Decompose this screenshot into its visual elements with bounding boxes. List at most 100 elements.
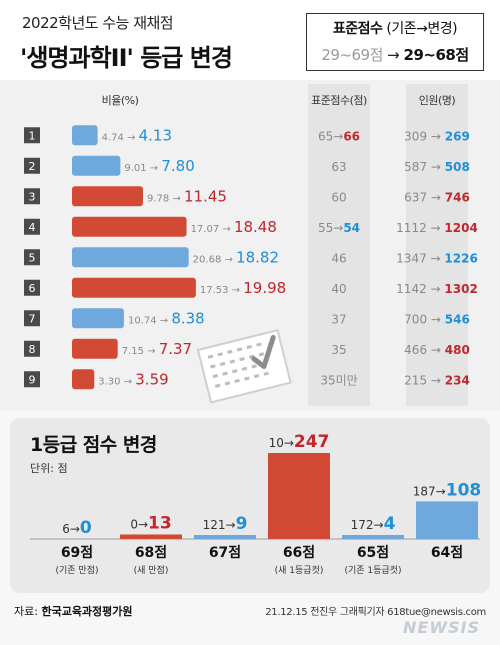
grade-number-box [24,218,40,235]
applicant-count: 587 → 508 [404,160,470,174]
ratio-label: 7.15 → 7.37 [122,340,192,358]
ratio-label: 17.53 → 19.98 [200,279,286,297]
grade-row-2: 2 9.01 → 7.80 63 587 → 508 [24,155,470,176]
score-category: 68점 [135,544,167,561]
grade-number-box [24,249,40,266]
ratio-label: 3.30 → 3.59 [98,370,168,388]
standard-score: 55→54 [318,221,360,235]
applicant-count: 466 → 480 [404,343,470,357]
score-column-5: 172→4 65점 (기존 1등급컷) [342,514,404,576]
applicant-count: 1347 → 1226 [396,251,478,265]
grade-row-9: 9 3.30 → 3.59 35미만 215 → 234 [24,369,470,390]
ratio-bar [72,125,98,146]
standard-score: 60 [331,190,346,204]
score-change-label: 121→9 [203,514,248,534]
grade-number: 5 [29,251,36,264]
standard-score: 40 [331,282,346,296]
standard-score-box-label: 표준점수 (기존→변경) [332,21,458,37]
grade-row-6: 6 17.53 → 19.98 40 1142 → 1302 [24,277,478,298]
grade-number-box [24,127,40,144]
answer-sheet-icon [196,328,292,404]
ratio-label: 9.01 → 7.80 [124,157,194,175]
applicant-count: 309 → 269 [404,129,470,143]
standard-score: 35 [331,343,346,357]
score-change-label: 187→108 [413,480,481,500]
ratio-label: 9.78 → 11.45 [147,187,227,205]
grade-row-4: 4 17.07 → 18.48 55→54 1112 → 1204 [24,216,478,237]
score-category: 69점 [61,544,93,561]
score-category: 65점 [357,544,389,561]
score-change-label: 0→13 [130,513,171,533]
ratio-label: 4.74 → 4.13 [102,126,172,144]
standard-score-range: 29~69점 → 29~68점 [307,44,483,65]
grade-number-box [24,340,40,357]
count-column-header: 인원(명) [418,94,456,107]
ratio-bar [72,155,121,176]
score-bar [120,534,182,539]
score-category: 66점 [283,544,315,561]
ratio-bar [72,247,189,268]
grade-number-box [24,371,40,388]
grade-number: 6 [29,282,36,295]
new-range: 29~68점 [403,46,470,64]
range-arrow: → [382,46,404,64]
ratio-bar [72,338,118,359]
score-column-3: 121→9 67점 [194,514,256,561]
grade-number-box [24,188,40,205]
grade1-chart-title: 1등급 점수 변경 [30,434,157,456]
score-sublabel: (새 만점) [134,564,169,576]
count-column-band [406,84,468,406]
standard-score: 37 [331,312,346,326]
grade-number: 9 [29,373,36,386]
newsis-watermark: NEWSIS [403,618,480,637]
score-column-header: 표준점수(점) [311,94,367,107]
ratio-bar [72,277,196,298]
score-column-1: 6→0 69점 (기존 만점) [55,518,98,576]
ratio-label: 20.68 → 18.82 [193,248,279,266]
old-range: 29~69점 [321,46,383,64]
score-change-label: 10→247 [269,432,330,452]
score-column-6: 187→108 64점 [413,480,481,561]
applicant-count: 1142 → 1302 [396,282,478,296]
grade-number: 2 [29,160,36,173]
score-change-label: 172→4 [351,514,396,534]
ratio-bar [72,308,124,329]
source: 자료: 한국교육과정평가원 [14,605,133,618]
applicant-count: 637 → 746 [404,190,470,204]
ratio-label: 10.74 → 8.38 [128,309,205,327]
grade-number: 8 [29,343,36,356]
ratio-label: 17.07 → 18.48 [191,218,277,236]
score-column-4: 10→247 66점 (새 1등급컷) [268,432,330,576]
standard-score: 65→66 [318,129,360,143]
ratio-bar [72,369,95,390]
header: 2022학년도 수능 재채점 '생명과학II' 등급 변경 표준점수 (기존→변… [0,0,500,80]
grade1-score-panel [10,418,490,593]
grade-number: 4 [29,221,36,234]
grade-number: 1 [29,129,36,142]
standard-score: 63 [331,160,346,174]
grade-row-1: 1 4.74 → 4.13 65→66 309 → 269 [24,125,470,146]
score-bar [268,453,330,539]
score-bar [194,535,256,539]
standard-score: 35미만 [320,373,357,387]
grade-number: 3 [29,190,36,203]
score-column-band [308,84,370,406]
standard-score-box: 표준점수 (기존→변경) 29~69점 → 29~68점 [306,13,484,71]
grade-number-box [24,157,40,174]
standard-score: 46 [331,251,346,265]
score-sublabel: (새 1등급컷) [275,565,324,576]
ratio-column-header: 비율(%) [101,94,139,107]
credit: 21.12.15 전진우 그래픽기자 618tue@newsis.com [265,607,486,618]
grade1-score-chart: 6→0 69점 (기존 만점) 0→13 68점 (새 만점) 121→9 67점 10→247… [30,432,481,576]
grade-row-3: 3 9.78 → 11.45 60 637 → 746 [24,186,470,207]
score-bar [416,501,478,539]
grade-number: 7 [29,312,36,325]
score-change-label: 6→0 [62,518,92,538]
score-sublabel: (기존 만점) [55,564,98,576]
score-sublabel: (기존 1등급컷) [344,565,401,576]
subtitle: 2022학년도 수능 재채점 [22,14,174,32]
grade-number-box [24,279,40,296]
applicant-count: 215 → 234 [404,373,470,387]
